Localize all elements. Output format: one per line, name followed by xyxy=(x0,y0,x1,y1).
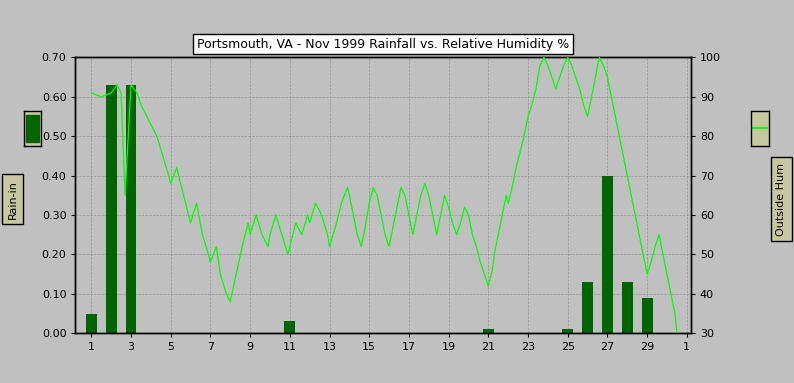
Bar xyxy=(26,115,39,142)
Bar xyxy=(106,85,117,333)
Text: Outside Hum: Outside Hum xyxy=(777,163,786,236)
Bar xyxy=(642,298,653,333)
Bar xyxy=(582,282,593,333)
Bar xyxy=(86,314,97,333)
Text: Rain-in: Rain-in xyxy=(8,180,17,219)
Bar xyxy=(125,85,137,333)
Bar xyxy=(602,176,613,333)
Bar xyxy=(622,282,633,333)
Title: Portsmouth, VA - Nov 1999 Rainfall vs. Relative Humidity %: Portsmouth, VA - Nov 1999 Rainfall vs. R… xyxy=(197,38,569,51)
Bar xyxy=(284,321,295,333)
Bar xyxy=(562,329,573,333)
Bar xyxy=(483,329,494,333)
